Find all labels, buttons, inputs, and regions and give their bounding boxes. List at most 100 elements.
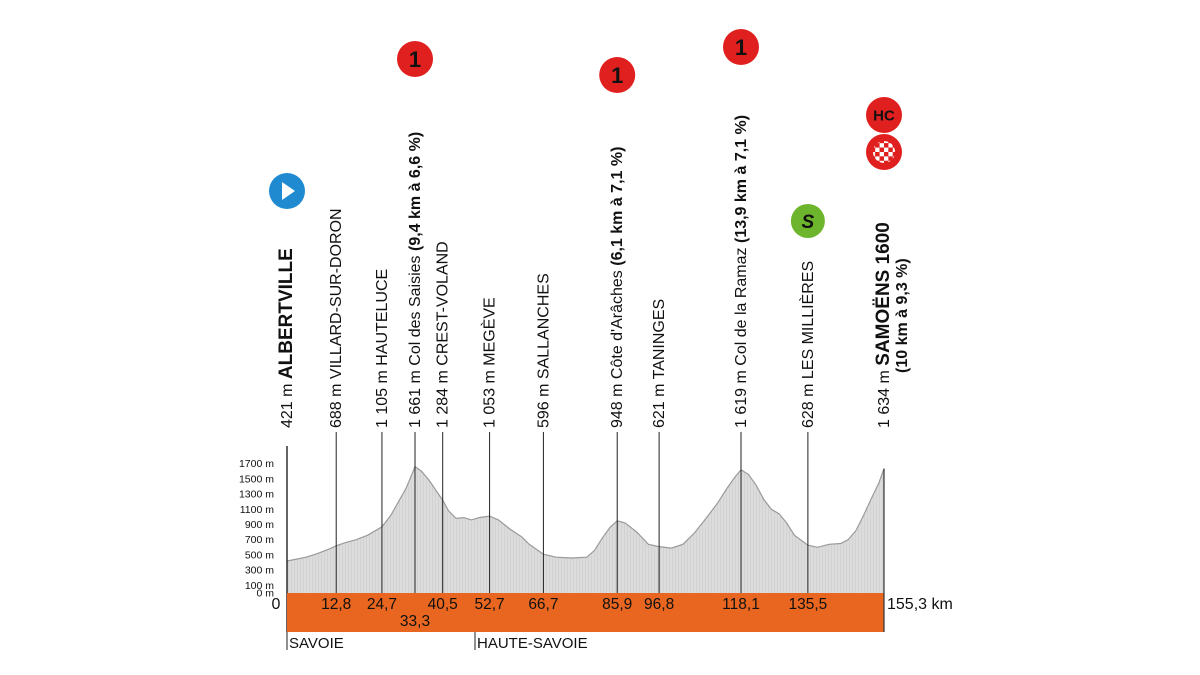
sprint-icon — [790, 204, 825, 238]
distance-start-label: 0 — [272, 596, 281, 613]
waypoint-label: 628 m LES MILLIÈRES — [798, 261, 817, 428]
waypoint-name: MEGÈVE — [480, 297, 499, 365]
waypoint-name: VILLARD-SUR-DORON — [328, 208, 345, 379]
km-label: 66,7 — [528, 596, 558, 613]
distance-band-bar — [287, 593, 884, 632]
waypoint-label: 621 m TANINGES — [651, 299, 668, 428]
waypoint-altitude: 948 m — [609, 379, 626, 428]
waypoint-icons: 1 1 1 S HC — [269, 29, 902, 238]
km-label: 135,5 — [788, 596, 827, 613]
climb-detail: (9,4 km à 6,6 %) — [407, 132, 424, 256]
waypoint-name: SALLANCHES — [535, 273, 552, 379]
total-distance-label: 155,3 km — [887, 596, 953, 613]
category-1-icon — [599, 57, 636, 93]
flag-check — [875, 156, 880, 161]
waypoint-text: 1 105 m HAUTELUCE — [374, 269, 391, 428]
waypoint-label: 421 m ALBERTVILLE — [276, 248, 297, 428]
category-1-icon — [722, 29, 759, 65]
region-labels: SAVOIE HAUTE-SAVOIE — [286, 632, 588, 652]
waypoint-altitude: 421 m — [279, 379, 296, 428]
waypoint-text: 1 634 m SAMOËNS 1600 — [873, 222, 894, 428]
km-label: 40,5 — [428, 596, 458, 613]
waypoint-name: SAMOËNS 1600 — [873, 222, 894, 366]
flag-check — [888, 147, 893, 152]
y-tick-label: 1100 m — [240, 504, 274, 516]
profile-area — [287, 466, 884, 593]
icon-text: 1 — [611, 63, 623, 88]
flag-check — [884, 156, 889, 161]
flag-check — [884, 147, 889, 152]
waypoint-label: 1 619 m Col de la Ramaz (13,9 km à 7,1 %… — [733, 115, 750, 428]
flag-check — [875, 147, 880, 152]
waypoint-label: 688 m VILLARD-SUR-DORON — [328, 208, 345, 428]
y-tick-label: 500 m — [245, 549, 274, 561]
waypoint-label: 948 m Côte d'Arâches (6,1 km à 7,1 %) — [609, 147, 626, 428]
y-tick-label: 1300 m — [239, 489, 274, 501]
waypoint-name: CREST-VOLAND — [435, 241, 452, 365]
waypoint-text: 1 284 m CREST-VOLAND — [435, 241, 452, 428]
flag-check — [884, 141, 889, 144]
distance-band: 0 155,3 km 12,8 24,733,340,5 52,7 66,7 85,9 96,… — [272, 468, 953, 632]
waypoint-text: 596 m SALLANCHES — [535, 273, 552, 428]
flag-check — [879, 143, 884, 148]
waypoint-text: 621 m TANINGES — [651, 299, 668, 428]
waypoint-name: Côte d'Arâches — [609, 270, 626, 379]
waypoint-text: 948 m Côte d'Arâches (6,1 km à 7,1 %) — [609, 147, 626, 428]
climb-detail: (13,9 km à 7,1 %) — [733, 115, 750, 248]
flag-check — [879, 160, 884, 163]
icon-text: HC — [873, 107, 895, 124]
y-tick-label: 900 m — [245, 519, 274, 531]
waypoint-name: TANINGES — [651, 299, 668, 380]
waypoint-altitude: 1 053 m — [482, 366, 499, 428]
km-label: 12,8 — [321, 596, 351, 613]
waypoint-label: 1 634 m SAMOËNS 1600 (10 km à 9,3 %) — [873, 222, 911, 428]
waypoint-label: 1 105 m HAUTELUCE — [374, 269, 391, 428]
elevation-profile — [286, 465, 885, 593]
flag-check — [875, 152, 880, 157]
km-label: 85,9 — [602, 596, 632, 613]
y-tick-label: 1700 m — [239, 458, 274, 470]
waypoint-name: LES MILLIÈRES — [798, 261, 817, 379]
flag-check — [892, 147, 895, 152]
waypoint-altitude: 596 m — [535, 379, 552, 428]
y-tick-label: 0 m — [256, 588, 274, 600]
waypoint-text: 688 m VILLARD-SUR-DORON — [328, 208, 345, 428]
y-tick-label: 300 m — [245, 565, 274, 577]
start-icon-arrow — [282, 182, 295, 200]
waypoint-altitude: 1 661 m — [407, 366, 424, 428]
km-label: 118,1 — [722, 596, 760, 613]
region-label: HAUTE-SAVOIE — [477, 635, 588, 652]
flag-check — [888, 156, 893, 161]
flag-check — [873, 152, 876, 157]
waypoint-altitude: 1 634 m — [876, 366, 893, 428]
waypoint-text: 1 619 m Col de la Ramaz (13,9 km à 7,1 %… — [733, 115, 750, 428]
hors-categorie-icon — [866, 97, 902, 133]
waypoint-text: 1 053 m MEGÈVE — [480, 297, 499, 428]
waypoint-label: 1 284 m CREST-VOLAND — [435, 241, 452, 428]
waypoint-altitude: 1 105 m — [374, 366, 391, 428]
flag-check — [879, 147, 884, 152]
km-label: 96,8 — [644, 596, 674, 613]
flag-check — [892, 152, 895, 157]
flag-check — [888, 143, 893, 148]
waypoint-name: Col des Saisies — [407, 255, 424, 365]
waypoint-labels: 421 m ALBERTVILLE 688 m VILLARD-SUR-DORON… — [276, 115, 911, 428]
waypoint-markers — [335, 432, 809, 593]
climb-detail: (10 km à 9,3 %) — [894, 258, 911, 373]
waypoint-altitude: 621 m — [651, 379, 668, 428]
waypoint-text: 628 m LES MILLIÈRES — [798, 261, 817, 428]
flag-check — [879, 156, 884, 161]
waypoint-name: HAUTELUCE — [374, 269, 391, 366]
flag-check — [884, 160, 889, 163]
waypoint-label: 596 m SALLANCHES — [535, 273, 552, 428]
flag-check — [884, 143, 889, 148]
flag-check — [884, 152, 889, 157]
category-1-icon — [397, 41, 434, 77]
icon-text: 1 — [735, 35, 747, 60]
climb-detail: (6,1 km à 7,1 %) — [609, 147, 626, 271]
flag-check — [873, 147, 876, 152]
flag-check — [879, 141, 884, 144]
waypoint-name: ALBERTVILLE — [276, 248, 297, 379]
y-tick-label: 100 m — [245, 580, 274, 592]
